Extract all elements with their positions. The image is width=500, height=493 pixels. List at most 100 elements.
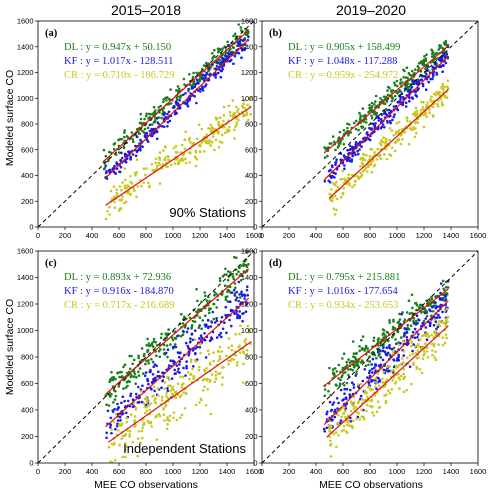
scatter-point	[368, 103, 371, 107]
scatter-point	[384, 95, 388, 99]
scatter-point	[373, 353, 377, 357]
y-tick-label: 600	[245, 379, 258, 388]
plot-area	[262, 21, 478, 227]
scatter-point	[400, 128, 404, 131]
scatter-point	[199, 74, 202, 78]
scatter-point	[228, 318, 231, 322]
scatter-point	[244, 310, 248, 314]
x-tick-label: 1000	[165, 231, 182, 240]
scatter-point	[128, 433, 131, 436]
scatter-point	[184, 130, 187, 134]
scatter-point	[354, 127, 358, 131]
scatter-point	[161, 125, 164, 128]
scatter-point	[371, 158, 375, 162]
scatter-point	[335, 180, 338, 184]
scatter-point	[173, 162, 177, 165]
panel-label: (d)	[269, 258, 282, 269]
scatter-point	[168, 119, 172, 123]
scatter-point	[436, 104, 440, 108]
scatter-point	[243, 48, 246, 51]
scatter-point	[363, 389, 367, 393]
scatter-point	[345, 387, 349, 391]
scatter-point	[358, 349, 362, 353]
scatter-point	[104, 154, 108, 158]
x-axis-title-right: MEE CO observations	[319, 479, 423, 491]
scatter-point	[243, 106, 246, 110]
scatter-point	[137, 385, 140, 389]
scatter-point	[381, 123, 385, 126]
scatter-point	[434, 320, 438, 324]
scatter-point	[227, 289, 231, 293]
scatter-point	[358, 111, 361, 115]
x-tick-label: 1400	[443, 467, 460, 476]
scatter-point	[144, 371, 148, 374]
scatter-point	[404, 101, 408, 104]
scatter-point	[182, 382, 185, 385]
scatter-point	[374, 122, 377, 125]
scatter-point	[135, 376, 138, 379]
scatter-point	[211, 52, 214, 55]
scatter-point	[438, 324, 442, 328]
scatter-point	[399, 142, 403, 146]
scatter-point	[199, 342, 202, 346]
scatter-point	[106, 210, 109, 213]
scatter-point	[433, 62, 437, 66]
regression-line-kf	[105, 297, 250, 428]
scatter-point	[218, 140, 222, 144]
scatter-point	[170, 377, 174, 380]
scatter-point	[213, 380, 217, 384]
scatter-point	[143, 127, 147, 131]
scatter-point	[241, 49, 244, 52]
scatter-point	[165, 96, 169, 99]
scatter-point	[326, 154, 329, 158]
scatter-point	[198, 401, 201, 404]
scatter-point	[362, 114, 365, 118]
y-tick-label: 1400	[17, 273, 34, 282]
scatter-point	[359, 394, 363, 398]
scatter-point	[157, 106, 161, 109]
scatter-point	[146, 337, 149, 341]
scatter-point	[367, 165, 370, 168]
scatter-point	[425, 350, 429, 353]
scatter-point	[415, 367, 419, 370]
scatter-point	[376, 372, 380, 375]
scatter-point	[413, 336, 417, 340]
scatter-point	[149, 420, 153, 424]
scatter-point	[242, 102, 245, 106]
scatter-point	[124, 200, 128, 203]
scatter-point	[174, 345, 178, 349]
scatter-point	[344, 371, 347, 374]
scatter-point	[431, 310, 435, 313]
scatter-point	[146, 377, 149, 381]
scatter-point	[175, 102, 178, 106]
scatter-point	[232, 46, 235, 49]
scatter-point	[434, 295, 437, 298]
scatter-point	[429, 98, 432, 102]
scatter-point	[238, 43, 241, 46]
scatter-point	[227, 44, 231, 47]
scatter-point	[183, 325, 187, 329]
scatter-point	[231, 275, 235, 279]
scatter-point	[211, 310, 215, 314]
scatter-point	[159, 348, 162, 351]
scatter-point	[331, 403, 335, 406]
scatter-point	[237, 108, 240, 111]
scatter-point	[412, 319, 415, 323]
scatter-point	[207, 78, 211, 82]
scatter-point	[422, 125, 426, 129]
scatter-point	[167, 110, 171, 114]
scatter-point	[212, 359, 215, 363]
scatter-point	[112, 375, 116, 379]
scatter-point	[236, 110, 239, 113]
scatter-point	[166, 387, 169, 390]
scatter-point	[394, 366, 398, 369]
scatter-point	[384, 401, 388, 405]
scatter-point	[373, 123, 376, 127]
x-tick-label: 600	[113, 231, 126, 240]
scatter-point	[399, 78, 403, 81]
scatter-point	[348, 393, 352, 396]
scatter-point	[133, 419, 136, 422]
scatter-point	[445, 96, 449, 99]
y-axis-title-top: Modeled surface CO	[4, 70, 16, 166]
scatter-point	[118, 443, 121, 447]
